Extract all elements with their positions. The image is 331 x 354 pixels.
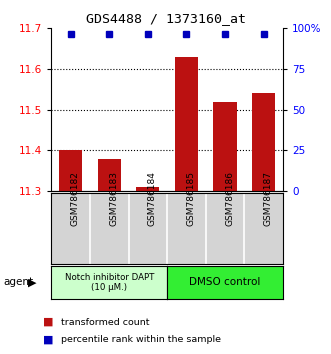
Text: GSM786185: GSM786185 <box>186 171 196 226</box>
Text: GDS4488 / 1373160_at: GDS4488 / 1373160_at <box>85 12 246 25</box>
Text: DMSO control: DMSO control <box>189 277 261 287</box>
Bar <box>252 93 275 191</box>
Text: GSM786183: GSM786183 <box>109 171 118 226</box>
Bar <box>98 159 121 191</box>
Text: ■: ■ <box>43 335 54 345</box>
Bar <box>213 102 237 191</box>
Text: GSM786186: GSM786186 <box>225 171 234 226</box>
Text: ▶: ▶ <box>28 277 37 287</box>
Bar <box>136 187 160 191</box>
Text: GSM786184: GSM786184 <box>148 171 157 226</box>
Text: percentile rank within the sample: percentile rank within the sample <box>61 335 221 344</box>
Bar <box>59 150 82 191</box>
Text: GSM786187: GSM786187 <box>264 171 273 226</box>
Text: ■: ■ <box>43 317 54 327</box>
Text: Notch inhibitor DAPT
(10 μM.): Notch inhibitor DAPT (10 μM.) <box>65 273 154 292</box>
Text: transformed count: transformed count <box>61 318 150 327</box>
Bar <box>175 57 198 191</box>
Text: GSM786182: GSM786182 <box>71 171 80 226</box>
Text: agent: agent <box>3 277 33 287</box>
